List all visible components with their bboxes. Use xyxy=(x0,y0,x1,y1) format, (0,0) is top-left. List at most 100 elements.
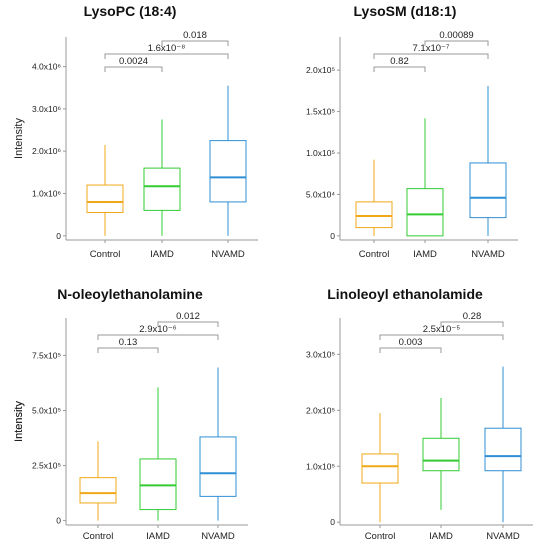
box-iqr xyxy=(86,184,124,214)
box-iqr xyxy=(139,458,177,511)
comparison-bracket: 0.28 xyxy=(440,311,504,327)
p-value-label: 0.012 xyxy=(176,311,200,322)
y-tick-label: 1.0x10⁶ xyxy=(32,188,61,198)
p-value-label: 0.28 xyxy=(463,311,482,322)
p-value-label: 0.003 xyxy=(399,337,423,348)
bracket-line xyxy=(104,53,229,59)
panel-title: Linoleoyl ethanolamide xyxy=(327,286,483,302)
p-value-label: 7.1x10⁻⁷ xyxy=(413,43,451,54)
comparison-bracket: 0.012 xyxy=(157,311,219,327)
x-tick-label: NVAMD xyxy=(211,249,245,260)
x-tick-label: NVAMD xyxy=(201,531,235,542)
box-control xyxy=(355,159,393,236)
y-tick-label: 5.0x10⁴ xyxy=(306,189,336,199)
comparison-bracket: 0.003 xyxy=(379,337,442,353)
y-axis-label: Intensity xyxy=(13,118,25,159)
y-tick-label: 3.0x10⁶ xyxy=(32,104,61,114)
y-tick-label: 3.0x10⁵ xyxy=(306,349,335,359)
comparison-bracket: 0.82 xyxy=(373,56,426,72)
bracket-line xyxy=(373,53,489,59)
y-tick-label: 1.0x10⁵ xyxy=(306,461,335,471)
bracket-line xyxy=(97,334,219,340)
y-tick-label: 1.5x10⁵ xyxy=(306,107,335,117)
box-control xyxy=(79,441,117,521)
comparison-bracket: 0.13 xyxy=(97,337,159,353)
p-value-label: 0.00089 xyxy=(439,30,473,41)
x-tick-label: Control xyxy=(83,531,114,542)
comparison-bracket: 1.6x10⁻⁸ xyxy=(104,43,229,59)
box-iamd xyxy=(422,398,460,510)
x-tick-label: NVAMD xyxy=(471,249,505,260)
y-tick-label: 0 xyxy=(330,517,335,527)
box-nvamd xyxy=(209,85,247,236)
box-iqr xyxy=(406,188,444,237)
bracket-line xyxy=(379,347,442,353)
box-control xyxy=(86,144,124,236)
bracket-line xyxy=(157,321,219,327)
box-iamd xyxy=(139,387,177,521)
y-tick-label: 0 xyxy=(56,516,61,526)
p-value-label: 0.0024 xyxy=(119,56,148,67)
p-value-label: 2.9x10⁻⁶ xyxy=(139,324,177,335)
x-tick-label: IAMD xyxy=(150,249,174,260)
p-value-label: 0.018 xyxy=(183,30,207,41)
box-iqr xyxy=(199,436,237,497)
x-tick-label: NVAMD xyxy=(486,531,520,542)
box-iamd xyxy=(143,119,181,236)
box-iqr xyxy=(79,477,117,504)
bracket-line xyxy=(440,321,504,327)
panel-1: LysoPC (18:4) Intensity 0 1.0x10⁶ 2.0x10⁶ 3.0… xyxy=(13,3,258,260)
panel-title: LysoPC (18:4) xyxy=(84,3,177,19)
y-tick-label: 2.0x10⁶ xyxy=(32,146,61,156)
box-iamd xyxy=(406,118,444,237)
x-tick-label: Control xyxy=(359,249,390,260)
y-tick-label: 2.0x10⁵ xyxy=(306,65,335,75)
x-tick-label: IAMD xyxy=(146,531,170,542)
box-iqr xyxy=(209,140,247,203)
y-tick-label: 4.0x10⁶ xyxy=(32,62,61,72)
y-tick-label: 0 xyxy=(56,231,61,241)
p-value-label: 0.13 xyxy=(119,337,138,348)
y-axis-label: Intensity xyxy=(13,401,25,442)
box-iqr xyxy=(422,437,460,472)
box-iqr xyxy=(469,162,507,219)
box-iqr xyxy=(484,427,522,472)
box-iqr xyxy=(355,201,393,229)
comparison-bracket: 2.5x10⁻⁵ xyxy=(379,324,504,340)
bracket-line xyxy=(424,40,489,46)
comparison-bracket: 0.0024 xyxy=(104,56,163,72)
y-tick-label: 2.0x10⁵ xyxy=(306,405,335,415)
y-tick-label: 7.5x10⁵ xyxy=(32,350,61,360)
p-value-label: 2.5x10⁻⁵ xyxy=(423,324,461,335)
panel-title: LysoSM (d18:1) xyxy=(354,3,457,19)
box-iqr xyxy=(361,453,399,484)
y-tick-label: 1.0x10⁵ xyxy=(306,148,335,158)
bracket-line xyxy=(104,66,163,72)
y-tick-label: 2.5x10⁵ xyxy=(32,461,61,471)
box-nvamd xyxy=(484,366,522,523)
panel-2: LysoSM (d18:1) 0 5.0x10⁴ 1.0x10⁵ 1.5x10⁵ 2.0x… xyxy=(306,3,518,260)
bracket-line xyxy=(161,40,229,46)
bracket-line xyxy=(379,334,504,340)
x-tick-label: Control xyxy=(365,531,396,542)
p-value-label: 0.82 xyxy=(390,56,409,67)
comparison-bracket: 7.1x10⁻⁷ xyxy=(373,43,489,59)
y-axis-label: Intensity xyxy=(13,401,25,442)
bracket-line xyxy=(97,347,159,353)
comparison-bracket: 0.018 xyxy=(161,30,229,46)
panel-4: Linoleoyl ethanolamide Intensity 0 1.0x10⁵ 2… xyxy=(13,286,533,542)
panel-3: N-oleoylethanolamine Intensity 0 2.5x10⁵ 5.0… xyxy=(13,286,248,542)
box-iqr xyxy=(143,167,181,211)
comparison-bracket: 2.9x10⁻⁶ xyxy=(97,324,219,340)
x-tick-label: IAMD xyxy=(429,531,453,542)
comparison-bracket: 0.00089 xyxy=(424,30,489,46)
p-value-label: 1.6x10⁻⁸ xyxy=(148,43,186,54)
x-tick-label: IAMD xyxy=(413,249,437,260)
x-tick-label: Control xyxy=(90,249,121,260)
box-nvamd xyxy=(469,85,507,236)
panel-title: N-oleoylethanolamine xyxy=(57,286,203,302)
box-nvamd xyxy=(199,367,237,521)
y-tick-label: 5.0x10⁵ xyxy=(32,405,61,415)
bracket-line xyxy=(373,66,426,72)
